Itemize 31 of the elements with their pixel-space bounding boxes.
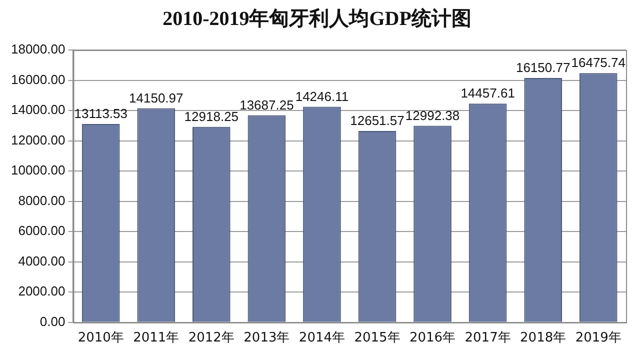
- x-tick-label: 2016年: [409, 330, 456, 346]
- data-label: 12992.38: [405, 108, 460, 123]
- y-tick-label: 18000.00: [10, 42, 66, 57]
- chart-title: 2010-2019年匈牙利人均GDP统计图: [162, 7, 472, 30]
- y-tick-label: 4000.00: [18, 253, 66, 268]
- y-tick-label: 2000.00: [18, 284, 66, 299]
- y-tick-label: 16000.00: [10, 72, 66, 87]
- data-label: 16475.74: [571, 55, 626, 70]
- x-tick-label: 2017年: [464, 330, 511, 346]
- y-tick-label: 0.00: [40, 314, 66, 329]
- data-label: 12651.57: [350, 113, 404, 128]
- x-tick-label: 2015年: [354, 330, 400, 346]
- y-tick-label: 8000.00: [18, 192, 66, 208]
- data-label: 14246.11: [295, 88, 349, 104]
- data-label: 13687.25: [240, 97, 294, 112]
- data-label: 14457.61: [460, 86, 515, 101]
- y-tick-label: 12000.00: [10, 132, 66, 148]
- y-tick-label: 10000.00: [10, 162, 66, 178]
- data-label: 16150.77: [516, 60, 570, 76]
- x-tick-label: 2010年: [78, 330, 124, 346]
- x-tick-label: 2018年: [520, 330, 566, 346]
- x-tick-label: 2013年: [244, 330, 290, 346]
- x-tick-label: 2019年: [575, 330, 622, 346]
- x-tick-label: 2014年: [298, 330, 346, 346]
- data-label: 13113.53: [74, 106, 128, 122]
- x-tick-label: 2011年: [133, 330, 180, 346]
- x-tick-label: 2012年: [188, 330, 234, 346]
- data-label: 14150.97: [129, 90, 184, 106]
- y-tick-label: 6000.00: [18, 223, 66, 238]
- y-tick-label: 14000.00: [10, 102, 66, 118]
- data-label: 12918.25: [184, 108, 239, 124]
